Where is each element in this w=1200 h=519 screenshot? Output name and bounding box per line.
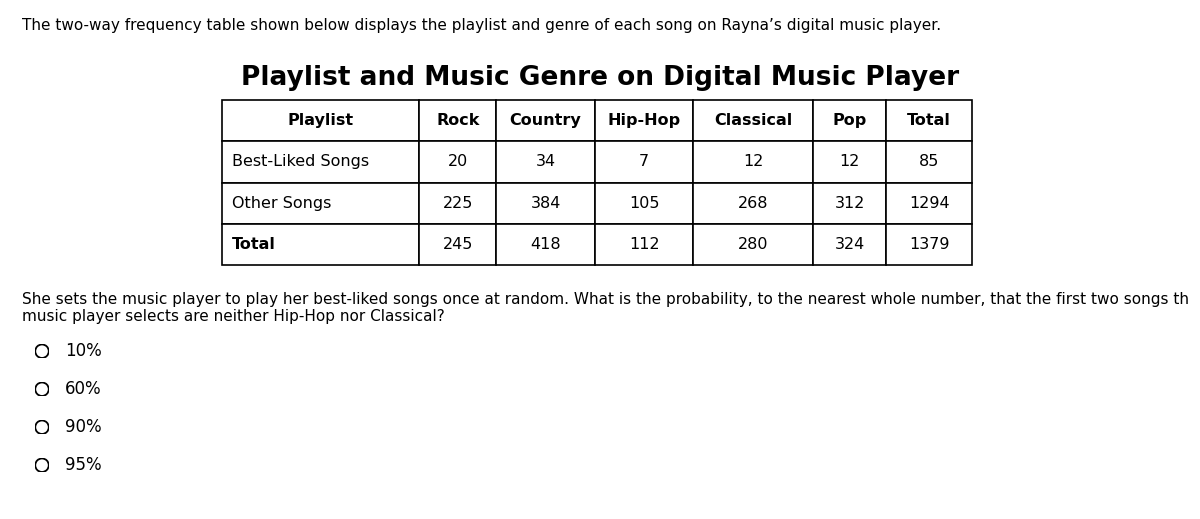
Circle shape [35, 458, 49, 472]
Text: 85: 85 [919, 154, 940, 169]
Text: Playlist: Playlist [288, 113, 354, 128]
Text: 418: 418 [530, 237, 560, 252]
Text: 280: 280 [738, 237, 769, 252]
Text: Playlist and Music Genre on Digital Music Player: Playlist and Music Genre on Digital Musi… [241, 65, 959, 91]
Text: Country: Country [510, 113, 582, 128]
Circle shape [35, 420, 49, 434]
Text: Pop: Pop [833, 113, 866, 128]
Text: The two-way frequency table shown below displays the playlist and genre of each : The two-way frequency table shown below … [22, 18, 941, 33]
Text: 384: 384 [530, 196, 560, 211]
Text: Rock: Rock [436, 113, 480, 128]
Text: 225: 225 [443, 196, 473, 211]
Text: music player selects are neither Hip-Hop nor Classical?: music player selects are neither Hip-Hop… [22, 309, 445, 324]
Text: 12: 12 [840, 154, 860, 169]
Text: 20: 20 [448, 154, 468, 169]
Text: 10%: 10% [65, 342, 102, 360]
Text: Other Songs: Other Songs [232, 196, 331, 211]
Text: 1379: 1379 [908, 237, 949, 252]
Text: Total: Total [907, 113, 952, 128]
Text: 324: 324 [835, 237, 865, 252]
Text: Best-Liked Songs: Best-Liked Songs [232, 154, 368, 169]
Text: 112: 112 [629, 237, 660, 252]
Text: 268: 268 [738, 196, 769, 211]
Text: Total: Total [232, 237, 276, 252]
Text: 312: 312 [835, 196, 865, 211]
Text: Hip-Hop: Hip-Hop [607, 113, 680, 128]
Text: 90%: 90% [65, 418, 102, 436]
Text: 34: 34 [535, 154, 556, 169]
Text: 1294: 1294 [908, 196, 949, 211]
Text: 95%: 95% [65, 456, 102, 474]
Circle shape [35, 383, 49, 396]
Circle shape [35, 345, 49, 358]
Text: 105: 105 [629, 196, 659, 211]
Text: 12: 12 [743, 154, 763, 169]
Text: She sets the music player to play her best-liked songs once at random. What is t: She sets the music player to play her be… [22, 292, 1189, 307]
Text: 7: 7 [640, 154, 649, 169]
Text: 60%: 60% [65, 380, 102, 398]
Text: 245: 245 [443, 237, 473, 252]
Text: Classical: Classical [714, 113, 792, 128]
